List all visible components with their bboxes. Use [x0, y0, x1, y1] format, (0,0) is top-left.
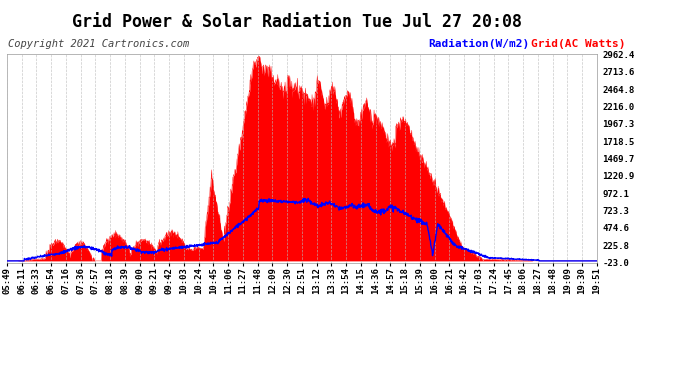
Text: Grid Power & Solar Radiation Tue Jul 27 20:08: Grid Power & Solar Radiation Tue Jul 27 … — [72, 13, 522, 31]
Text: Radiation(W/m2): Radiation(W/m2) — [428, 39, 529, 50]
Text: Copyright 2021 Cartronics.com: Copyright 2021 Cartronics.com — [8, 39, 190, 50]
Text: Grid(AC Watts): Grid(AC Watts) — [531, 39, 626, 50]
